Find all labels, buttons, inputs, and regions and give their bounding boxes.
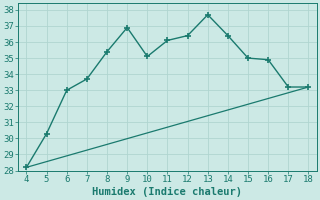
- X-axis label: Humidex (Indice chaleur): Humidex (Indice chaleur): [92, 186, 243, 197]
